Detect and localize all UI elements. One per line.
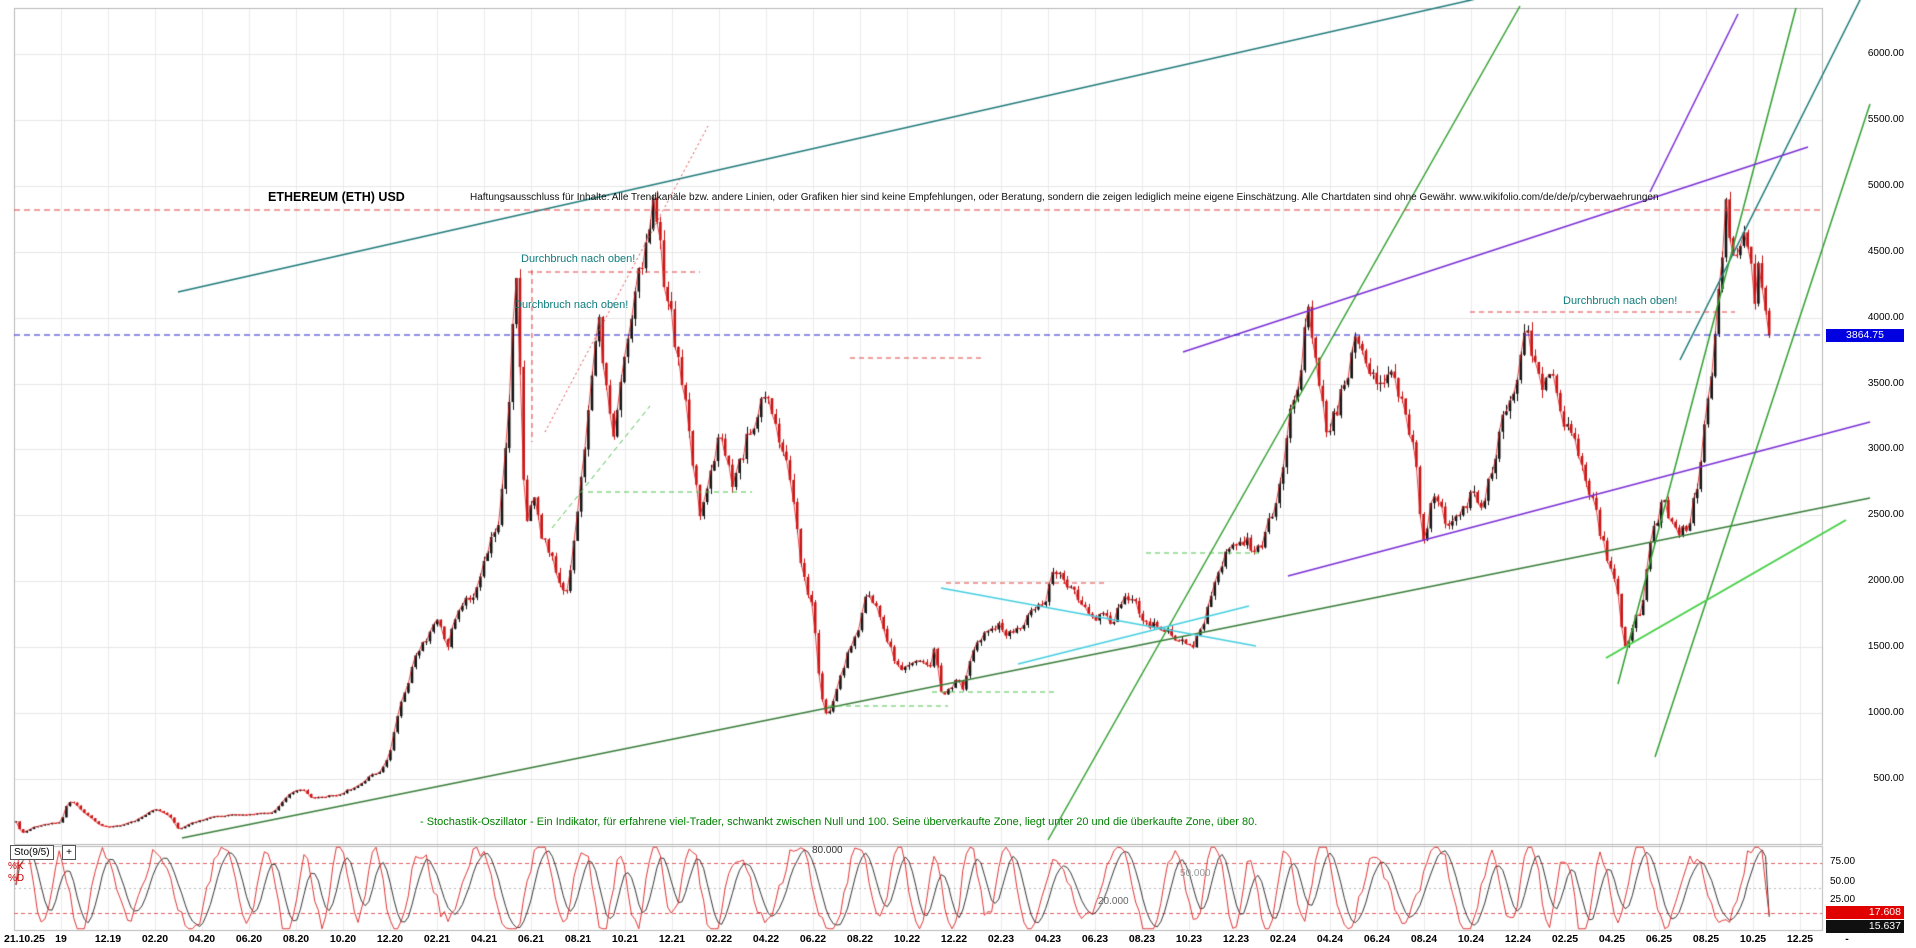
oscillator-level-20-label: 20.000 xyxy=(1098,896,1129,907)
stochastic-indicator-label[interactable]: Sto(9/5) xyxy=(10,845,54,860)
annotation-breakout-1: Durchbruch nach oben! xyxy=(521,253,636,265)
oscillator-scale-25: 25.00 xyxy=(1830,894,1856,905)
y-axis-price-label: 1500.00 xyxy=(1867,641,1904,653)
annotation-breakout-2: Durchbruch nach oben! xyxy=(514,299,629,311)
x-axis-date-label: - xyxy=(1845,933,1849,945)
percent-k-label: %K xyxy=(8,861,24,872)
x-axis-date-label: 10.23 xyxy=(1175,933,1203,945)
percent-d-label: %D xyxy=(8,873,25,884)
x-axis-date-label: 04.25 xyxy=(1598,933,1626,945)
x-axis-date-label: 10.25 xyxy=(1739,933,1767,945)
x-axis-date-label: 06.22 xyxy=(799,933,827,945)
oscillator-level-80-label: 80.000 xyxy=(812,845,843,856)
y-axis-price-label: 500.00 xyxy=(1873,773,1904,784)
x-axis-date-label: 21.10.25 xyxy=(4,933,45,945)
x-axis-date-label: 04.23 xyxy=(1034,933,1062,945)
x-axis-date-label: 02.24 xyxy=(1269,933,1297,945)
disclaimer-text: Haftungsausschluss für Inhalte: Alle Tre… xyxy=(470,192,1659,203)
x-axis-date-label: 02.22 xyxy=(705,933,733,945)
y-axis-price-label: 4000.00 xyxy=(1867,311,1904,323)
x-axis-date-label: 10.20 xyxy=(329,933,357,945)
add-indicator-button[interactable]: + xyxy=(62,845,76,860)
x-axis-date-label: 12.21 xyxy=(658,933,686,945)
y-axis-price-label: 6000.00 xyxy=(1867,48,1904,59)
x-axis-date-label: 08.24 xyxy=(1410,933,1438,945)
x-axis-date-label: 04.21 xyxy=(470,933,498,945)
x-axis-date-label: 12.23 xyxy=(1222,933,1250,945)
x-axis-date-label: 06.20 xyxy=(235,933,263,945)
x-axis-date-label: 04.22 xyxy=(752,933,780,945)
y-axis-price-label: 3000.00 xyxy=(1867,443,1904,455)
x-axis-date-label: 06.21 xyxy=(517,933,545,945)
x-axis-date-label: 10.24 xyxy=(1457,933,1485,945)
x-axis-date-label: 12.25 xyxy=(1786,933,1814,945)
stochastic-k-value-badge: 17.608 xyxy=(1826,906,1904,919)
x-axis-date-label: 06.24 xyxy=(1363,933,1391,945)
y-axis-price-label: 5500.00 xyxy=(1867,113,1904,125)
x-axis-date-label: 12.24 xyxy=(1504,933,1532,945)
x-axis-date-label: 02.20 xyxy=(141,933,169,945)
x-axis-date-label: 06.23 xyxy=(1081,933,1109,945)
y-axis-price-label: 1000.00 xyxy=(1867,707,1904,719)
y-axis-price-label: 2000.00 xyxy=(1867,575,1904,587)
chart-title: ETHEREUM (ETH) USD xyxy=(268,190,405,204)
x-axis-date-label: 10.22 xyxy=(893,933,921,945)
current-price-badge: 3864.75 xyxy=(1826,329,1904,342)
x-axis-date-label: 04.20 xyxy=(188,933,216,945)
oscillator-level-50-label: 50.000 xyxy=(1180,868,1211,879)
x-axis-date-label: 06.25 xyxy=(1645,933,1673,945)
y-axis-price-label: 4500.00 xyxy=(1867,245,1904,257)
x-axis-date-label: 08.23 xyxy=(1128,933,1156,945)
stochastic-d-value-badge: 15.637 xyxy=(1826,920,1904,933)
x-axis-date-label: 12.22 xyxy=(940,933,968,945)
x-axis-date-label: 04.24 xyxy=(1316,933,1344,945)
x-axis-date-label: 08.22 xyxy=(846,933,874,945)
x-axis-date-label: 10.21 xyxy=(611,933,639,945)
x-axis-date-label: 02.21 xyxy=(423,933,451,945)
x-axis-date-label: 08.25 xyxy=(1692,933,1720,945)
x-axis-date-label: 08.21 xyxy=(564,933,592,945)
x-axis-date-label: 12.19 xyxy=(94,933,122,945)
annotation-breakout-3: Durchbruch nach oben! xyxy=(1563,295,1678,307)
x-axis-date-label: 02.25 xyxy=(1551,933,1579,945)
x-axis-date-label: 12.20 xyxy=(376,933,404,945)
x-axis-date-label: 19 xyxy=(55,933,67,945)
x-axis-date-label: 02.23 xyxy=(987,933,1015,945)
oscillator-description: - Stochastik-Oszillator - Ein Indikator,… xyxy=(420,816,1258,828)
oscillator-scale-75: 75.00 xyxy=(1830,856,1856,867)
x-axis-date-label: 08.20 xyxy=(282,933,310,945)
y-axis-price-label: 3500.00 xyxy=(1867,377,1904,389)
y-axis-price-label: 5000.00 xyxy=(1867,179,1904,191)
oscillator-scale-50: 50.00 xyxy=(1830,876,1856,887)
y-axis-price-label: 2500.00 xyxy=(1867,509,1904,521)
